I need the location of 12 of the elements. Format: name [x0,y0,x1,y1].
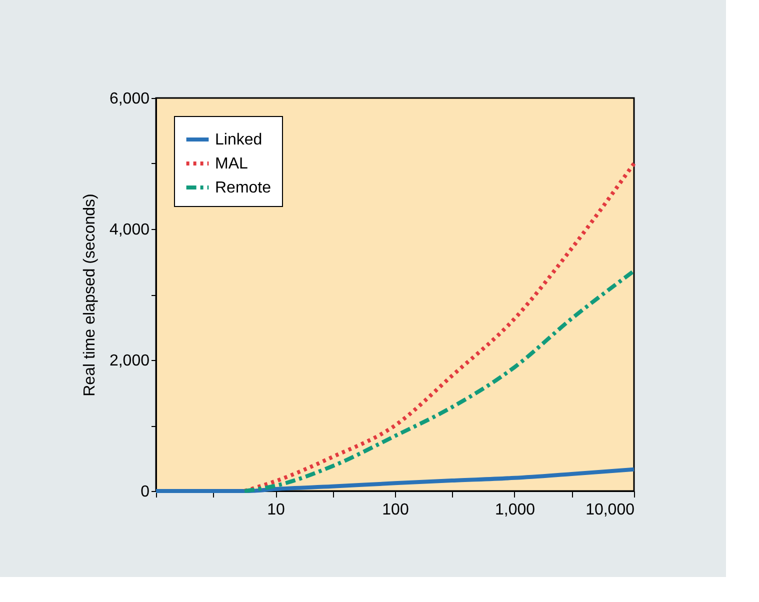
legend-label: Remote [215,180,272,196]
legend-label: MAL [215,156,248,172]
y-axis-title: Real time elapsed (seconds) [81,194,98,396]
x-tick-label: 1,000 [494,502,536,518]
x-tick-label: 100 [382,502,409,518]
y-tick-label: 4,000 [109,222,150,238]
x-tick-label: 10,000 [586,502,635,518]
legend-label: Linked [215,132,262,148]
y-tick-label: 2,000 [109,352,150,370]
x-tick-label: 10 [267,502,285,518]
y-tick-label: 6,000 [109,90,150,108]
y-tick-label: 0 [140,484,150,500]
